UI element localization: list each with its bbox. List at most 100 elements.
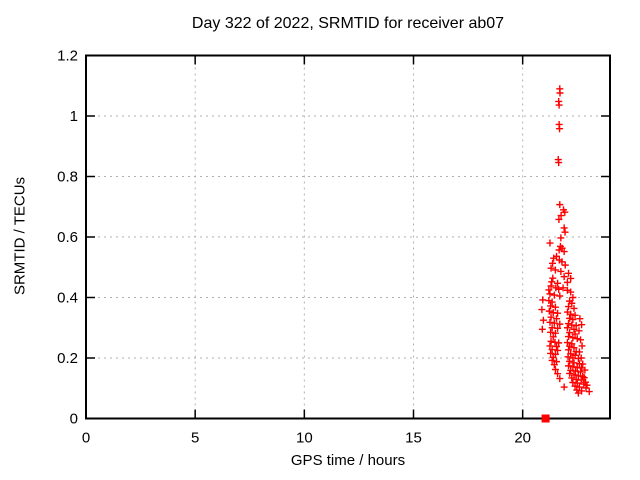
data-point-plus <box>561 261 569 269</box>
data-point-plus <box>549 259 557 267</box>
data-point-plus <box>573 335 581 343</box>
data-point-plus <box>556 375 564 383</box>
data-point-plus <box>545 307 553 315</box>
data-point-plus <box>550 319 558 327</box>
data-point-plus <box>578 342 586 350</box>
data-point-plus <box>565 320 573 328</box>
data-point-plus <box>547 302 555 310</box>
data-point-plus <box>560 273 568 281</box>
data-point-plus <box>576 315 584 323</box>
data-point-plus <box>545 297 553 305</box>
data-point-plus <box>565 333 573 341</box>
data-point-plus <box>572 322 580 330</box>
data-point-plus <box>555 159 563 167</box>
y-tick-label: 0.6 <box>57 229 78 246</box>
data-point-plus <box>551 303 559 311</box>
data-point-plus <box>556 320 564 328</box>
data-point-plus <box>569 334 577 342</box>
data-point-plus <box>560 224 568 232</box>
data-point-plus <box>548 346 556 354</box>
data-point-plus <box>548 298 556 306</box>
data-point-plus <box>567 274 575 282</box>
data-point-plus <box>563 278 571 286</box>
y-tick-label: 0 <box>70 411 78 428</box>
data-point-plus <box>560 248 568 256</box>
data-point-plus <box>555 101 563 109</box>
x-tick-label: 20 <box>514 430 531 447</box>
data-point-plus <box>570 344 578 352</box>
data-point-plus <box>547 282 555 290</box>
y-tick-label: 0.2 <box>57 350 78 367</box>
y-tick-label: 1.2 <box>57 48 78 65</box>
x-tick-label: 0 <box>82 430 90 447</box>
x-axis-title: GPS time / hours <box>290 452 406 469</box>
data-point-plus <box>564 353 572 361</box>
y-tick-label: 0.4 <box>57 290 78 307</box>
data-point-plus <box>547 264 555 272</box>
data-point-plus <box>555 246 563 254</box>
data-point-plus <box>554 324 562 332</box>
data-point-plus <box>568 374 576 382</box>
data-point-plus <box>554 370 562 378</box>
data-point-plus <box>555 339 563 347</box>
data-point-plus <box>558 258 566 266</box>
data-point-plus <box>547 349 555 357</box>
y-tick-label: 1 <box>70 108 78 125</box>
data-point-plus <box>565 346 573 354</box>
data-point-plus <box>546 290 554 298</box>
data-point-plus <box>546 342 554 350</box>
data-point-plus <box>580 374 588 382</box>
x-tick-label: 15 <box>405 430 422 447</box>
data-point-plus <box>549 274 557 282</box>
data-point-plus <box>579 360 587 368</box>
data-point-plus <box>570 304 578 312</box>
data-point-plus <box>551 329 559 337</box>
data-point-plus <box>555 285 563 293</box>
data-point-plus <box>567 310 575 318</box>
data-point-square <box>541 414 550 423</box>
data-point-plus <box>565 362 573 370</box>
data-point-plus <box>566 329 574 337</box>
data-point-plus <box>551 365 559 373</box>
data-point-plus <box>538 325 546 333</box>
data-point-plus <box>574 389 582 397</box>
data-point-plus <box>583 381 591 389</box>
data-point-plus <box>570 359 578 367</box>
data-point-plus <box>556 89 564 97</box>
data-point-plus <box>560 383 568 391</box>
data-point-plus <box>539 296 547 304</box>
data-point-plus <box>577 354 585 362</box>
data-point-plus <box>568 299 576 307</box>
data-point-plus <box>575 327 583 335</box>
data-point-plus <box>566 342 574 350</box>
data-point-plus <box>572 367 580 375</box>
data-point-plus <box>538 306 546 314</box>
data-point-plus <box>569 316 577 324</box>
data-point-plus <box>571 311 579 319</box>
data-point-plus <box>554 309 562 317</box>
data-point-plus <box>546 318 554 326</box>
data-point-plus <box>566 369 574 377</box>
data-point-plus <box>557 234 565 242</box>
data-point-plus <box>567 288 575 296</box>
data-point-plus <box>547 328 555 336</box>
data-point-plus <box>565 269 573 277</box>
data-point-plus <box>578 321 586 329</box>
data-point-plus <box>561 228 569 236</box>
data-point-plus <box>577 368 585 376</box>
chart-title: Day 322 of 2022, SRMTID for receiver ab0… <box>191 15 505 32</box>
data-point-plus <box>553 315 561 323</box>
data-point-plus <box>539 316 547 324</box>
data-point-plus <box>571 330 579 338</box>
data-point-plus <box>561 208 569 216</box>
data-point-plus <box>563 339 571 347</box>
data-point-plus <box>545 286 553 294</box>
data-point-plus <box>579 372 587 380</box>
data-point-plus <box>557 267 565 275</box>
data-point-plus <box>566 357 574 365</box>
data-point-plus <box>557 212 565 220</box>
data-point-plus <box>563 324 571 332</box>
data-point-plus <box>556 292 564 300</box>
data-point-plus <box>548 356 556 364</box>
